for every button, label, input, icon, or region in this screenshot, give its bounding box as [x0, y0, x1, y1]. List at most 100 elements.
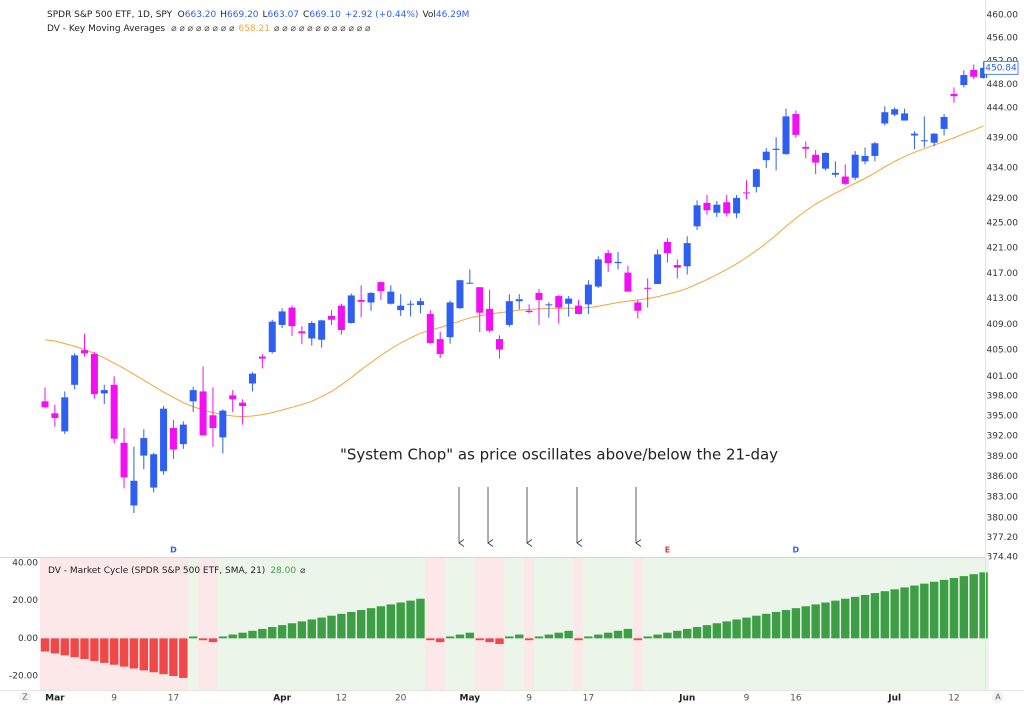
candle-body	[654, 254, 662, 285]
regime-shade	[79, 558, 90, 690]
candle-body	[802, 146, 810, 149]
regime-shade	[632, 558, 644, 690]
candle-body	[268, 321, 276, 353]
bar	[396, 602, 405, 639]
bar	[366, 608, 376, 639]
candle-body	[901, 113, 909, 121]
bar	[722, 621, 731, 639]
candle-body	[61, 397, 69, 432]
regime-shade	[613, 558, 624, 690]
x-tick-label: Jun	[678, 694, 695, 704]
regime-shade	[504, 558, 515, 690]
candle-body	[199, 391, 207, 436]
bar	[455, 634, 465, 639]
bar	[752, 615, 761, 639]
candle-body	[920, 140, 928, 142]
regime-shade	[534, 558, 545, 690]
candle-body	[41, 401, 49, 408]
bar	[485, 638, 494, 643]
bar	[376, 606, 386, 639]
bar	[189, 636, 198, 639]
candle-body	[189, 390, 197, 402]
bar	[100, 638, 109, 663]
y-tick-label: 460.00	[987, 10, 1019, 20]
x-tick-label: 17	[168, 694, 179, 704]
scale-button[interactable]	[19, 691, 31, 703]
annotation-arrows	[458, 487, 642, 547]
candle-body	[150, 454, 158, 488]
regime-shade	[553, 558, 565, 690]
candle-body	[703, 202, 711, 211]
y-tick-label: 448.00	[987, 80, 1019, 90]
bar	[70, 638, 79, 658]
candle-body	[762, 151, 770, 161]
regime-shade	[148, 558, 160, 690]
candle-body	[644, 287, 652, 289]
scale-button-label[interactable]: Z	[22, 693, 28, 702]
bar	[248, 630, 257, 639]
regime-shade	[99, 558, 110, 690]
bar	[801, 606, 810, 639]
y-tick-label: 377.20	[987, 533, 1019, 543]
candle-body	[308, 322, 316, 339]
volume-value: 46.29M	[436, 10, 470, 20]
bar	[436, 638, 445, 643]
candle-body	[71, 355, 79, 385]
candle-body	[792, 113, 800, 135]
candle-body	[407, 303, 415, 305]
quote-value: 663.07	[268, 10, 300, 20]
candle-body	[367, 292, 375, 303]
quote-key: H	[220, 10, 227, 20]
indicator-legend: DV - Market Cycle (SPDR S&P 500 ETF, SMA…	[48, 566, 306, 576]
regime-shade	[69, 558, 81, 690]
legend-name: DV - Key Moving Averages	[47, 24, 165, 34]
y-tick-label: 40.00	[12, 558, 38, 568]
y-tick-label: 417.00	[987, 269, 1019, 279]
quote-change: +2.92 (+0.44%)	[345, 10, 419, 20]
candle-body	[881, 112, 889, 124]
last-price-label: 450.84	[985, 63, 1017, 73]
candle-body	[752, 169, 760, 187]
y-tick-label: 444.00	[987, 104, 1019, 114]
regime-shade	[49, 558, 61, 690]
bar	[920, 583, 929, 639]
x-tick-label: 12	[948, 694, 959, 704]
x-tick-label: 16	[790, 694, 802, 704]
auto-button-label[interactable]: A	[995, 693, 1001, 702]
bar	[40, 638, 50, 652]
bar	[347, 611, 356, 639]
candle-body	[81, 350, 89, 354]
bar	[50, 638, 60, 654]
candle-body	[426, 313, 434, 343]
x-tick-label: 20	[395, 694, 407, 704]
candle-body	[486, 308, 494, 331]
bar	[277, 625, 287, 639]
y-tick-label: 434.00	[987, 164, 1019, 174]
regime-shade	[188, 558, 199, 690]
bar	[900, 587, 909, 639]
bar	[584, 636, 593, 639]
regime-shade	[237, 558, 249, 690]
regime-shade	[208, 558, 219, 690]
candle-body	[357, 299, 365, 302]
regime-shade	[603, 558, 614, 690]
candle-body	[288, 307, 296, 327]
regime-shade	[178, 558, 189, 690]
candle-body	[140, 438, 148, 456]
bar	[633, 638, 642, 641]
candle-body	[456, 280, 464, 309]
regime-shade	[563, 558, 575, 690]
regime-shade	[464, 558, 476, 690]
auto-button[interactable]	[992, 691, 1004, 703]
bar	[90, 638, 99, 661]
candle-body	[505, 301, 513, 325]
bar	[80, 638, 89, 660]
bar	[524, 638, 534, 641]
candle-body	[575, 305, 583, 314]
y-tick-label: 389.00	[987, 452, 1019, 462]
y-tick-label: 413.00	[987, 294, 1019, 304]
candle-body	[584, 284, 592, 305]
candle-body	[831, 172, 839, 175]
candle-body	[950, 93, 958, 97]
